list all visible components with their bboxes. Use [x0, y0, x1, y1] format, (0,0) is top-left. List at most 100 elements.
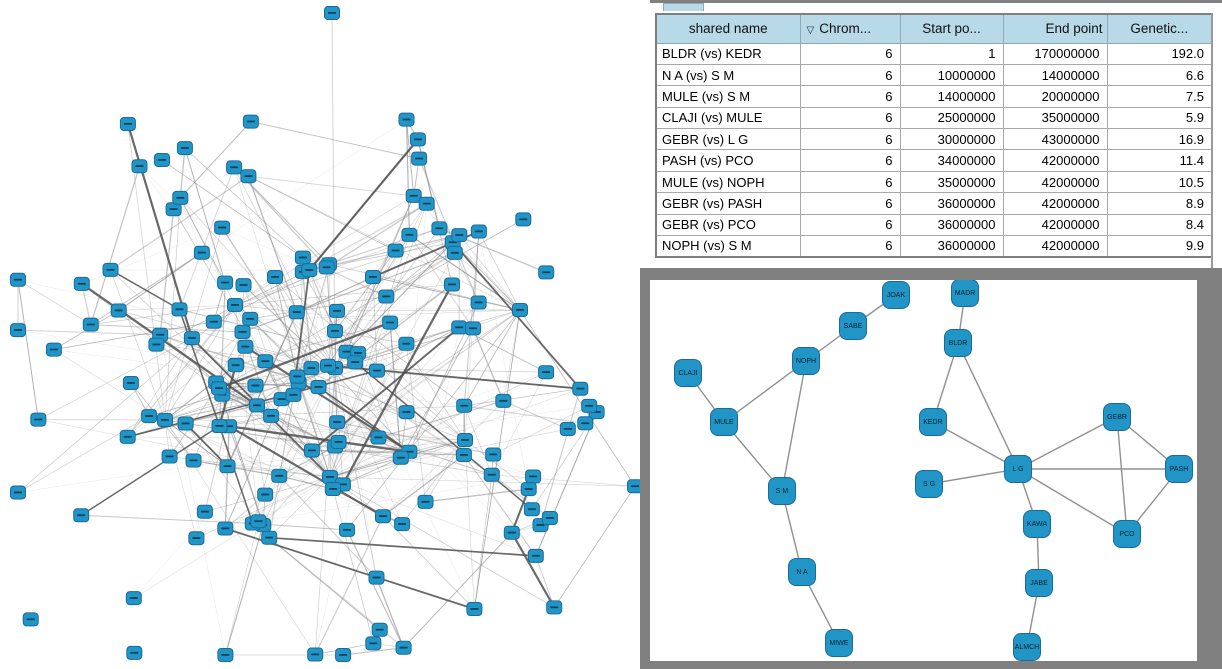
network-node[interactable] — [196, 504, 213, 519]
network-node[interactable] — [288, 305, 305, 320]
column-header-genetic[interactable]: Genetic... — [1106, 13, 1213, 44]
network-node[interactable] — [418, 196, 435, 211]
cell-value[interactable]: 36000000 — [899, 213, 1004, 237]
network-node[interactable] — [470, 224, 487, 239]
network-node[interactable] — [324, 6, 340, 20]
network-node[interactable] — [559, 422, 576, 436]
cell-value[interactable]: 16.9 — [1106, 128, 1213, 151]
network-node[interactable] — [214, 220, 231, 235]
cell-value[interactable]: 42000000 — [1002, 170, 1108, 194]
network-node-mule[interactable]: MULE — [710, 408, 738, 436]
network-node[interactable] — [503, 525, 520, 540]
cell-value[interactable]: 9.9 — [1106, 235, 1213, 258]
network-node[interactable] — [546, 600, 563, 615]
network-node[interactable] — [73, 276, 90, 291]
network-node[interactable] — [577, 416, 594, 431]
network-node[interactable] — [523, 502, 540, 517]
cell-value[interactable]: 1 — [899, 42, 1004, 65]
cell-value[interactable]: 36000000 — [899, 192, 1004, 215]
cell-value[interactable]: 36000000 — [899, 235, 1004, 258]
network-node[interactable] — [217, 275, 234, 290]
network-node[interactable] — [369, 363, 385, 378]
network-node[interactable] — [102, 262, 119, 277]
network-node[interactable] — [409, 132, 426, 147]
network-node[interactable] — [368, 570, 385, 585]
network-node-madr[interactable]: MADR — [951, 280, 979, 307]
network-node[interactable] — [538, 265, 555, 280]
column-header-endpoint[interactable]: End point — [1002, 13, 1108, 44]
cell-shared-name[interactable]: GEBR (vs) PASH — [655, 192, 801, 215]
network-node[interactable] — [365, 270, 381, 284]
network-node[interactable] — [329, 303, 345, 318]
network-node[interactable] — [310, 380, 327, 394]
network-node[interactable] — [119, 117, 136, 131]
network-node[interactable] — [451, 320, 468, 335]
network-node[interactable] — [234, 325, 251, 339]
network-node[interactable] — [455, 448, 472, 462]
network-node[interactable] — [10, 272, 26, 287]
network-edge[interactable] — [932, 421, 1019, 470]
cell-value[interactable]: 14000000 — [1002, 63, 1108, 87]
network-edge[interactable] — [957, 342, 1019, 470]
cell-value[interactable]: 8.9 — [1106, 192, 1213, 215]
network-node[interactable] — [382, 315, 399, 330]
cell-value[interactable]: 20000000 — [1002, 85, 1108, 108]
network-node-pco[interactable]: PCO — [1113, 520, 1141, 548]
network-node[interactable] — [219, 459, 236, 474]
cell-value[interactable]: 6 — [799, 106, 901, 130]
network-node[interactable] — [470, 295, 487, 310]
network-node[interactable] — [581, 398, 598, 413]
cell-value[interactable]: 14000000 — [899, 85, 1004, 108]
network-node[interactable] — [398, 112, 415, 127]
table-row[interactable]: GEBR (vs) PASH 6 36000000 42000000 8.9 — [655, 192, 1213, 215]
network-node[interactable] — [515, 212, 532, 227]
network-node[interactable] — [161, 449, 178, 464]
network-node[interactable] — [188, 531, 205, 546]
cell-shared-name[interactable]: GEBR (vs) L G — [655, 128, 801, 151]
network-node-gebr[interactable]: GEBR — [1103, 403, 1131, 431]
network-node[interactable] — [247, 378, 264, 393]
network-node[interactable] — [525, 469, 542, 484]
network-node[interactable] — [141, 409, 158, 424]
cell-value[interactable]: 42000000 — [1002, 149, 1108, 172]
cell-value[interactable]: 35000000 — [1002, 106, 1108, 130]
network-node[interactable] — [205, 314, 222, 329]
cell-value[interactable]: 10.5 — [1106, 170, 1213, 194]
network-node[interactable] — [240, 169, 257, 184]
cell-value[interactable]: 6.6 — [1106, 63, 1213, 87]
network-node[interactable] — [398, 336, 415, 351]
network-node-jabe[interactable]: JABE — [1025, 569, 1053, 597]
network-node[interactable] — [431, 221, 448, 236]
network-node[interactable] — [242, 311, 259, 326]
filtered-network-canvas[interactable]: JOAK MADR SABE NOPH CLAJI BLDR MULE KEDR GEBR L G… — [650, 280, 1197, 661]
network-node[interactable] — [73, 508, 90, 523]
cell-value[interactable]: 5.9 — [1106, 106, 1213, 130]
network-edge[interactable] — [1017, 416, 1118, 470]
network-node[interactable] — [324, 482, 341, 496]
network-node[interactable] — [227, 358, 244, 373]
network-node[interactable] — [217, 521, 234, 536]
network-node[interactable] — [82, 317, 99, 332]
network-node[interactable] — [318, 260, 335, 275]
network-node-noph[interactable]: NOPH — [792, 347, 820, 375]
network-node[interactable] — [512, 303, 528, 317]
network-node[interactable] — [303, 443, 320, 458]
network-node-l-g[interactable]: L G — [1004, 455, 1032, 483]
network-node[interactable] — [466, 602, 483, 616]
network-node[interactable] — [394, 517, 411, 532]
network-node[interactable] — [263, 408, 280, 423]
network-node[interactable] — [303, 361, 320, 376]
network-node[interactable] — [307, 647, 324, 662]
network-node[interactable] — [183, 331, 200, 346]
cell-value[interactable]: 42000000 — [1002, 192, 1108, 215]
cell-value[interactable]: 6 — [799, 213, 901, 237]
network-node[interactable] — [370, 430, 387, 445]
network-node[interactable] — [538, 365, 555, 380]
cell-value[interactable]: 43000000 — [1002, 128, 1108, 151]
network-node[interactable] — [257, 354, 274, 369]
network-node[interactable] — [211, 381, 227, 396]
network-edge[interactable] — [928, 468, 1019, 485]
network-node[interactable] — [185, 453, 202, 468]
network-node[interactable] — [457, 433, 473, 447]
table-row[interactable]: N A (vs) S M 6 10000000 14000000 6.6 — [655, 63, 1213, 87]
